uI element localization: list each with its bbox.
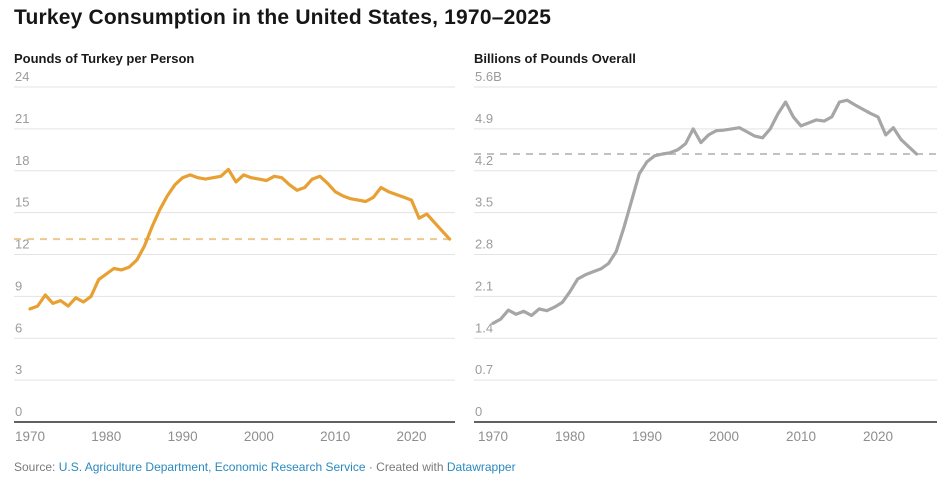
svg-text:1980: 1980 <box>91 429 121 444</box>
svg-text:9: 9 <box>15 278 22 293</box>
svg-text:3: 3 <box>15 362 22 377</box>
svg-text:2.8: 2.8 <box>475 237 493 252</box>
svg-text:0.7: 0.7 <box>475 362 493 377</box>
svg-text:1970: 1970 <box>478 429 508 444</box>
svg-text:6: 6 <box>15 320 22 335</box>
svg-text:1990: 1990 <box>168 429 198 444</box>
svg-text:12: 12 <box>15 237 29 252</box>
svg-text:2.1: 2.1 <box>475 278 493 293</box>
svg-text:5.6B: 5.6B <box>475 69 502 84</box>
svg-text:2020: 2020 <box>396 429 426 444</box>
svg-text:18: 18 <box>15 153 29 168</box>
svg-text:21: 21 <box>15 111 29 126</box>
svg-text:2010: 2010 <box>786 429 816 444</box>
footer: Source: U.S. Agriculture Department, Eco… <box>14 460 516 474</box>
svg-text:2020: 2020 <box>863 429 893 444</box>
svg-text:0: 0 <box>15 404 22 419</box>
svg-text:1970: 1970 <box>15 429 45 444</box>
svg-text:2000: 2000 <box>244 429 274 444</box>
source-link[interactable]: U.S. Agriculture Department, Economic Re… <box>58 460 366 474</box>
svg-text:1990: 1990 <box>632 429 662 444</box>
page-title: Turkey Consumption in the United States,… <box>14 6 552 29</box>
datawrapper-link[interactable]: Datawrapper <box>446 460 516 474</box>
footer-separator: · Created with <box>365 460 447 474</box>
svg-text:2010: 2010 <box>320 429 350 444</box>
svg-text:3.5: 3.5 <box>475 195 493 210</box>
svg-text:4.9: 4.9 <box>475 111 493 126</box>
left-panel-label: Pounds of Turkey per Person <box>14 51 195 66</box>
svg-text:4.2: 4.2 <box>475 153 493 168</box>
svg-text:1.4: 1.4 <box>475 320 493 335</box>
right-panel-label: Billions of Pounds Overall <box>474 51 636 66</box>
svg-text:15: 15 <box>15 195 29 210</box>
svg-text:2000: 2000 <box>709 429 739 444</box>
svg-text:0: 0 <box>475 404 482 419</box>
svg-text:1980: 1980 <box>555 429 585 444</box>
footer-source-prefix: Source: <box>14 460 59 474</box>
svg-text:24: 24 <box>15 69 29 84</box>
